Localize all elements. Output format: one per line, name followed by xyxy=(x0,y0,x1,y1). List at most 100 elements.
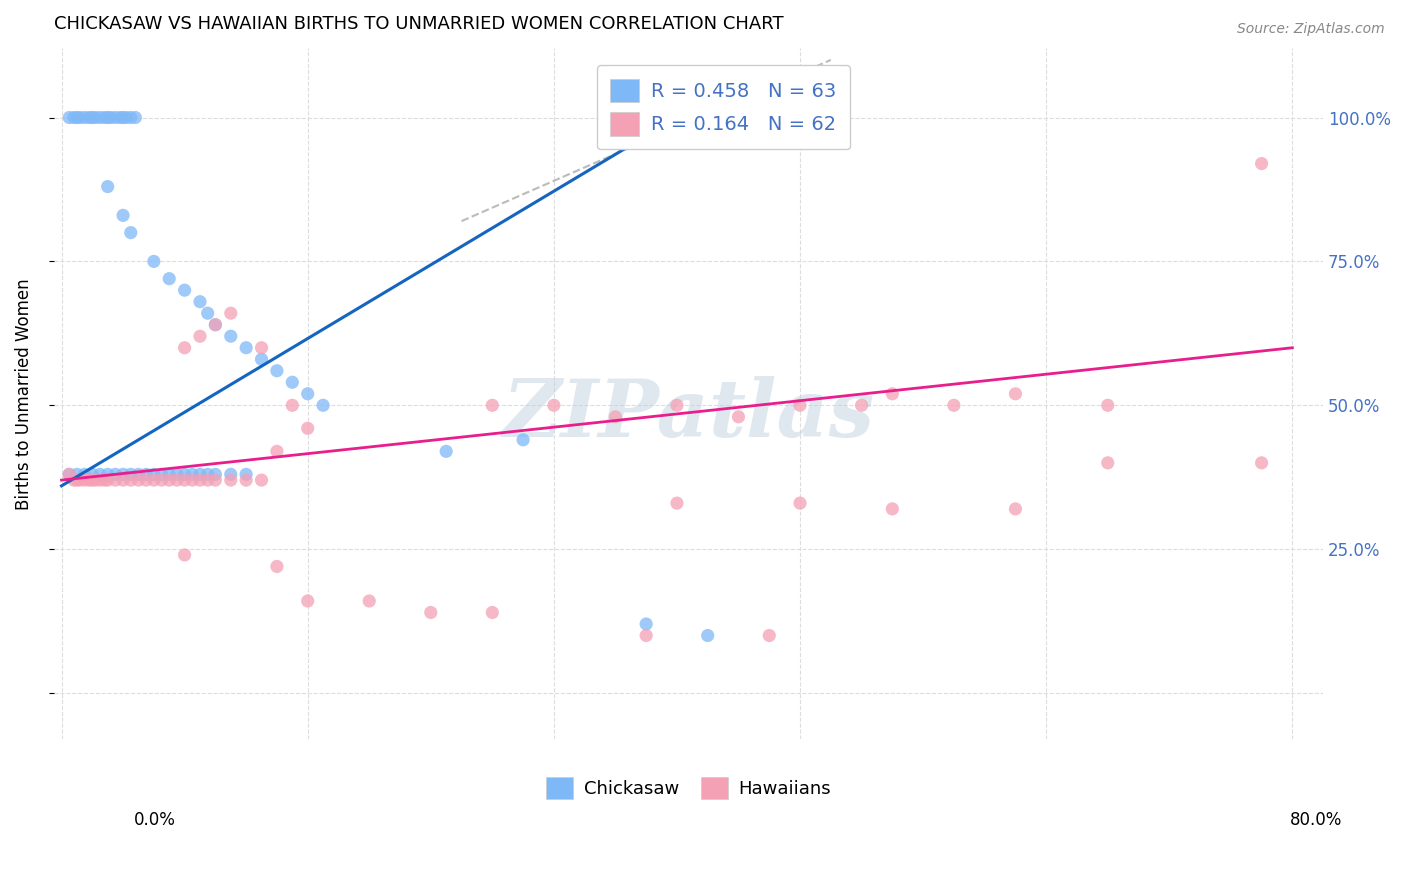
Point xyxy=(135,467,157,482)
Point xyxy=(250,352,273,367)
Point xyxy=(120,467,142,482)
Point xyxy=(150,467,173,482)
Point xyxy=(108,111,131,125)
Legend: Chickasaw, Hawaiians: Chickasaw, Hawaiians xyxy=(538,770,838,806)
Point xyxy=(481,606,503,620)
Point xyxy=(84,111,107,125)
Point xyxy=(1097,398,1119,412)
Point xyxy=(166,467,188,482)
Point xyxy=(82,467,104,482)
Point xyxy=(173,467,195,482)
Point xyxy=(112,208,135,222)
Point xyxy=(97,467,120,482)
Text: 80.0%: 80.0% xyxy=(1291,811,1343,829)
Point xyxy=(142,473,165,487)
Point xyxy=(419,606,441,620)
Point xyxy=(727,409,749,424)
Point xyxy=(77,473,100,487)
Y-axis label: Births to Unmarried Women: Births to Unmarried Women xyxy=(15,278,32,509)
Point xyxy=(942,398,965,412)
Point xyxy=(104,111,127,125)
Point xyxy=(219,329,242,343)
Point xyxy=(73,111,96,125)
Point xyxy=(97,111,120,125)
Text: Source: ZipAtlas.com: Source: ZipAtlas.com xyxy=(1237,22,1385,37)
Point xyxy=(173,548,195,562)
Point xyxy=(112,111,135,125)
Point xyxy=(58,467,80,482)
Point xyxy=(665,496,688,510)
Point xyxy=(1250,156,1272,170)
Point xyxy=(73,467,96,482)
Point xyxy=(543,398,565,412)
Point xyxy=(197,467,219,482)
Point xyxy=(359,594,381,608)
Point xyxy=(758,628,780,642)
Point xyxy=(142,254,165,268)
Point xyxy=(69,473,91,487)
Point xyxy=(204,467,226,482)
Point xyxy=(789,398,811,412)
Point xyxy=(173,473,195,487)
Point xyxy=(93,473,115,487)
Point xyxy=(851,398,873,412)
Point xyxy=(66,111,89,125)
Point xyxy=(204,318,226,332)
Point xyxy=(157,271,180,285)
Point xyxy=(266,559,288,574)
Point xyxy=(58,111,80,125)
Point xyxy=(181,473,204,487)
Point xyxy=(63,111,86,125)
Point xyxy=(636,628,658,642)
Point xyxy=(188,294,211,309)
Point xyxy=(112,467,135,482)
Point xyxy=(1004,386,1026,401)
Point xyxy=(66,467,89,482)
Point xyxy=(104,473,127,487)
Text: 0.0%: 0.0% xyxy=(134,811,176,829)
Point xyxy=(93,111,115,125)
Point xyxy=(77,111,100,125)
Point xyxy=(297,386,319,401)
Point xyxy=(100,111,122,125)
Point xyxy=(135,473,157,487)
Point xyxy=(120,111,142,125)
Point xyxy=(181,467,204,482)
Point xyxy=(97,179,120,194)
Point xyxy=(250,341,273,355)
Point xyxy=(58,467,80,482)
Point xyxy=(219,467,242,482)
Point xyxy=(188,473,211,487)
Point xyxy=(1097,456,1119,470)
Point xyxy=(112,473,135,487)
Point xyxy=(250,473,273,487)
Text: CHICKASAW VS HAWAIIAN BIRTHS TO UNMARRIED WOMEN CORRELATION CHART: CHICKASAW VS HAWAIIAN BIRTHS TO UNMARRIE… xyxy=(53,15,783,33)
Text: ZIPatlas: ZIPatlas xyxy=(502,376,875,453)
Point xyxy=(297,594,319,608)
Point xyxy=(115,111,138,125)
Point xyxy=(204,473,226,487)
Point xyxy=(89,111,111,125)
Point xyxy=(281,398,304,412)
Point xyxy=(204,318,226,332)
Point xyxy=(636,617,658,632)
Point xyxy=(89,473,111,487)
Point xyxy=(1250,456,1272,470)
Point xyxy=(434,444,457,458)
Point xyxy=(89,467,111,482)
Point xyxy=(219,306,242,320)
Point xyxy=(157,473,180,487)
Point xyxy=(882,386,904,401)
Point xyxy=(63,473,86,487)
Point xyxy=(235,473,257,487)
Point xyxy=(97,473,120,487)
Point xyxy=(73,473,96,487)
Point xyxy=(150,473,173,487)
Point xyxy=(312,398,335,412)
Point xyxy=(120,226,142,240)
Point xyxy=(124,111,146,125)
Point xyxy=(69,111,91,125)
Point xyxy=(266,364,288,378)
Point xyxy=(82,473,104,487)
Point xyxy=(297,421,319,435)
